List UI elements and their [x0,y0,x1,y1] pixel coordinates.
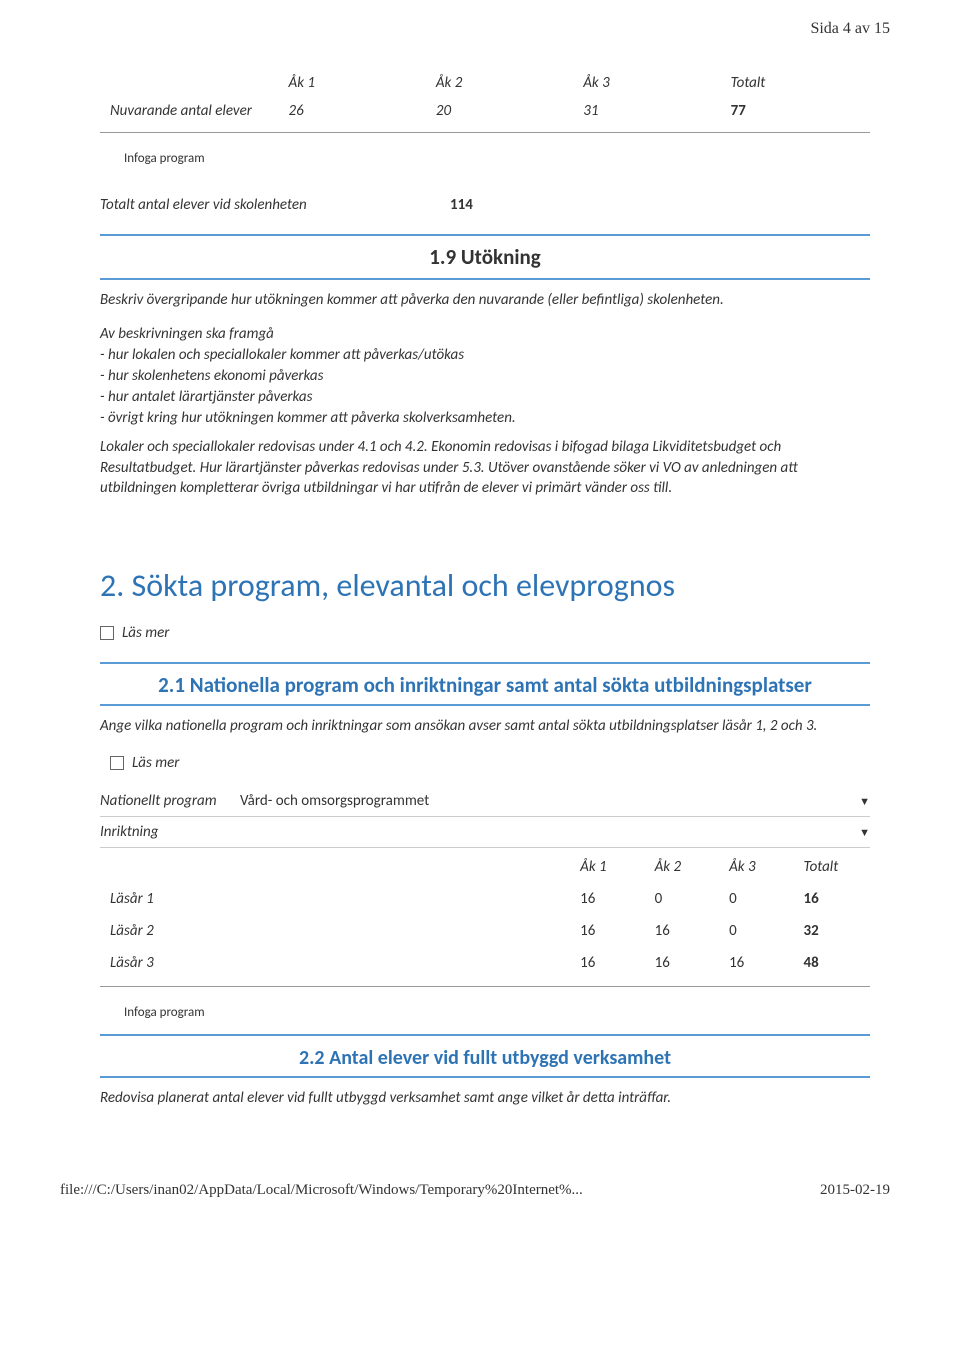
section-21-desc: Ange vilka nationella program och inrikt… [100,708,870,744]
section-21-title: 2.1 Nationella program och inriktningar … [100,666,870,702]
t2-col-ak1: Åk 1 [572,852,644,882]
lasar2-label: Läsår 2 [102,916,570,946]
lasar2-total: 32 [796,916,868,946]
row-label-current: Nuvarande antal elever [102,98,279,124]
section-19-bullet-4: - övrigt kring hur utökningen kommer att… [100,408,870,429]
lasmer-checkbox-1[interactable] [100,626,114,640]
section-19-intro: Av beskrivningen ska framgå [100,324,870,345]
lasmer-label-2: Läs mer [132,754,179,772]
footer-filepath: file:///C:/Users/inan02/AppData/Local/Mi… [60,1182,583,1199]
national-program-select[interactable]: Vård- och omsorgsprogrammet [240,792,859,810]
lasar2-ak1: 16 [572,916,644,946]
inriktning-row: Inriktning ▼ [100,817,870,848]
section-22-title: 2.2 Antal elever vid fullt utbyggd verks… [100,1038,870,1074]
national-program-row: Nationellt program Vård- och omsorgsprog… [100,786,870,817]
lasar1-total: 16 [796,884,868,914]
lasar1-ak2: 0 [647,884,719,914]
cell-ak2: 20 [428,98,573,124]
section-19-paragraph: Lokaler och speciallokaler redovisas und… [100,435,870,506]
current-students-table: Åk 1 Åk 2 Åk 3 Totalt Nuvarande antal el… [100,68,870,126]
inriktning-label: Inriktning [100,823,240,841]
infoga-program-text-2: Infoga program [100,993,870,1032]
lasar1-ak1: 16 [572,884,644,914]
chevron-down-icon[interactable]: ▼ [859,826,870,839]
lasmer-label-1: Läs mer [122,624,169,642]
lasar3-label: Läsår 3 [102,948,570,978]
lasar3-total: 48 [796,948,868,978]
page-number: Sida 4 av 15 [0,0,960,48]
section-22-desc: Redovisa planerat antal elever vid fullt… [100,1080,870,1116]
col-header-ak3: Åk 3 [575,70,720,96]
section-19-bullet-1: - hur lokalen och speciallokaler kommer … [100,345,870,366]
lasmer-checkbox-2[interactable] [110,756,124,770]
section-19-bullet-2: - hur skolenhetens ekonomi påverkas [100,366,870,387]
col-header-ak1: Åk 1 [281,70,426,96]
lasar1-ak3: 0 [721,884,793,914]
chevron-down-icon[interactable]: ▼ [859,795,870,808]
total-students-label: Totalt antal elever vid skolenheten [100,196,450,214]
infoga-program-text-1: Infoga program [100,139,870,178]
section-2-title: 2. Sökta program, elevantal och elevprog… [100,541,870,620]
cell-ak3: 31 [575,98,720,124]
lasar1-label: Läsår 1 [102,884,570,914]
lasar3-ak3: 16 [721,948,793,978]
lasar2-ak2: 16 [647,916,719,946]
section-19-bullet-3: - hur antalet lärartjänster påverkas [100,387,870,408]
section-19-title: 1.9 Utökning [100,238,870,276]
t2-col-total: Totalt [796,852,868,882]
lasar3-ak2: 16 [647,948,719,978]
total-students-value: 114 [450,196,473,214]
cell-ak1: 26 [281,98,426,124]
national-program-label: Nationellt program [100,792,240,810]
footer-date: 2015-02-19 [820,1182,890,1199]
cell-total: 77 [723,98,868,124]
lasar2-ak3: 0 [721,916,793,946]
lasar-table: Åk 1 Åk 2 Åk 3 Totalt Läsår 1 16 0 0 16 … [100,850,870,980]
col-header-ak2: Åk 2 [428,70,573,96]
section-19-desc: Beskriv övergripande hur utökningen komm… [100,282,870,318]
t2-col-ak2: Åk 2 [647,852,719,882]
col-header-total: Totalt [723,70,868,96]
t2-col-ak3: Åk 3 [721,852,793,882]
lasar3-ak1: 16 [572,948,644,978]
